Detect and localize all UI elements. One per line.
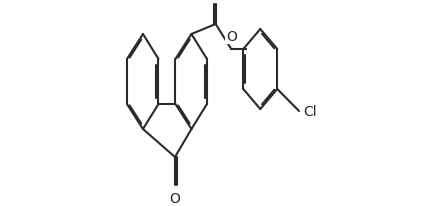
Text: O: O (169, 191, 180, 205)
Text: Cl: Cl (302, 104, 316, 118)
Text: O: O (226, 30, 237, 44)
